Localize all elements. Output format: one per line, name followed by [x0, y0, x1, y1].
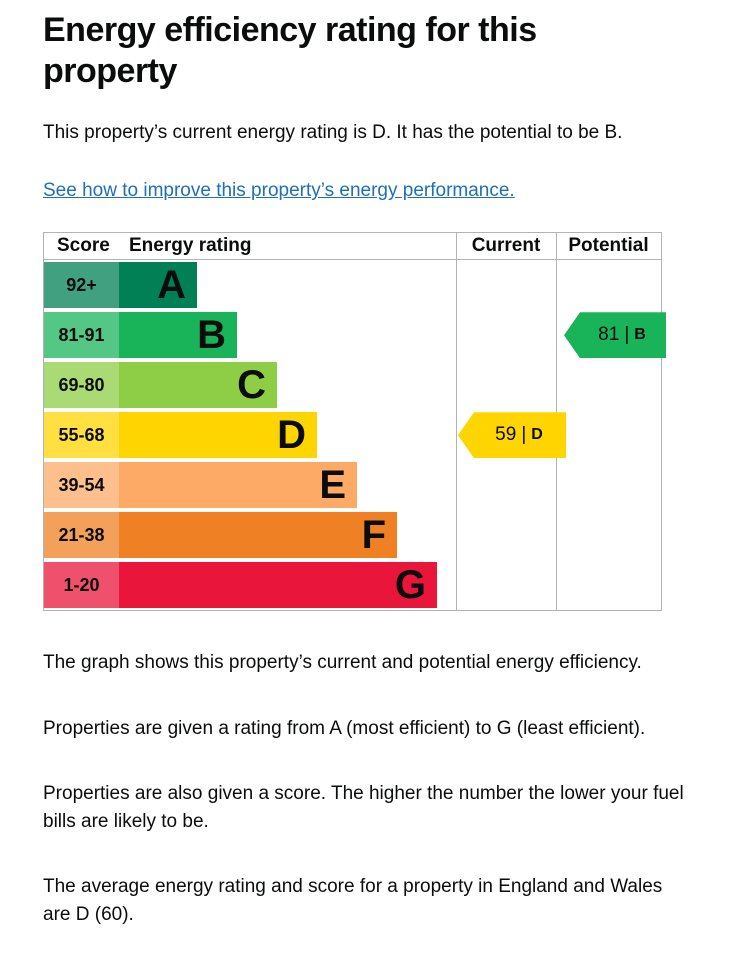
chart-header-row: Score Energy rating Current Potential: [44, 233, 661, 261]
score-range-c: 69-80: [44, 362, 119, 409]
column-header-potential: Potential: [568, 235, 649, 257]
average-rating-note: The average energy rating and score for …: [43, 876, 663, 925]
band-row-c: 69-80 C: [44, 360, 661, 410]
column-header-energy-rating: Energy rating: [129, 235, 252, 257]
score-range-e: 39-54: [44, 462, 119, 509]
column-header-score: Score: [57, 235, 110, 257]
marker-divider: |: [624, 324, 630, 346]
band-bar-f: F: [119, 512, 397, 559]
score-range-g: 1-20: [44, 562, 119, 609]
band-bar-e: E: [119, 462, 357, 509]
rating-bands: 92+ A 81-91 B 69-80 C 55-68 D 39-54 E 21-38 F 1-20 G: [44, 260, 661, 610]
rating-explanation: Properties are given a rating from A (mo…: [43, 717, 646, 739]
page-title: Energy efficiency rating for this proper…: [43, 11, 537, 90]
band-bar-c: C: [119, 362, 277, 409]
improve-performance-link[interactable]: See how to improve this property’s energ…: [43, 180, 515, 202]
column-header-current: Current: [471, 235, 541, 257]
energy-rating-chart: Score Energy rating Current Potential 92…: [43, 232, 666, 612]
current-band-letter: D: [531, 426, 543, 444]
potential-rating-marker: 81 | B: [564, 312, 666, 359]
band-bar-a: A: [119, 262, 197, 309]
graph-description: The graph shows this property’s current …: [43, 652, 642, 674]
band-bar-d: D: [119, 412, 317, 459]
band-row-b: 81-91 B: [44, 310, 661, 360]
band-row-f: 21-38 F: [44, 510, 661, 560]
intro-text: This property’s current energy rating is…: [43, 121, 623, 143]
band-row-d: 55-68 D: [44, 410, 661, 460]
score-range-a: 92+: [44, 262, 119, 309]
column-divider-current: [456, 233, 457, 611]
score-range-b: 81-91: [44, 312, 119, 359]
current-score-value: 59: [495, 424, 517, 446]
score-range-d: 55-68: [44, 412, 119, 459]
band-row-e: 39-54 E: [44, 460, 661, 510]
band-bar-b: B: [119, 312, 237, 359]
band-row-a: 92+ A: [44, 260, 661, 310]
potential-score-value: 81: [598, 324, 620, 346]
potential-band-letter: B: [634, 326, 646, 344]
score-explanation: Properties are also given a score. The h…: [43, 783, 684, 832]
score-range-f: 21-38: [44, 512, 119, 559]
marker-divider: |: [521, 424, 527, 446]
band-bar-g: G: [119, 562, 437, 609]
band-row-g: 1-20 G: [44, 560, 661, 610]
current-rating-marker: 59 | D: [458, 412, 566, 459]
